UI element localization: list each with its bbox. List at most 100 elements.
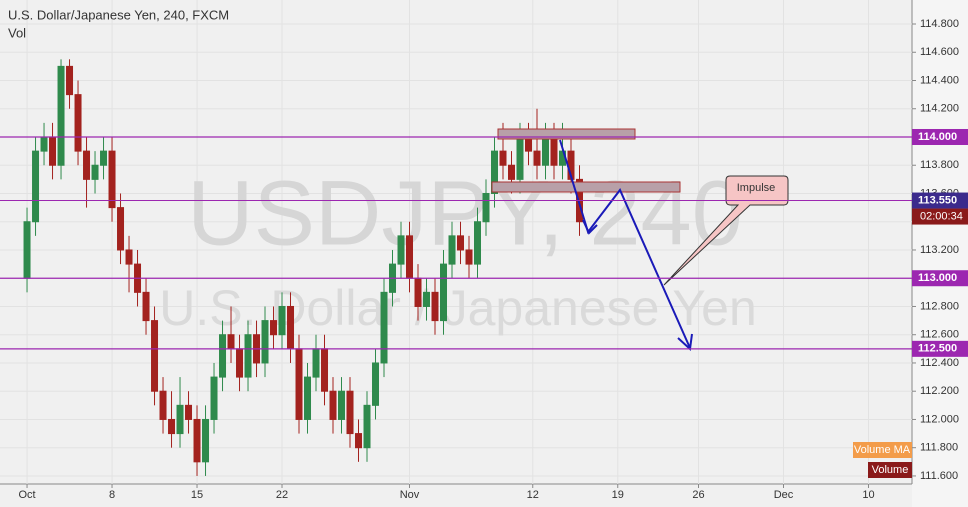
chart-title: U.S. Dollar/Japanese Yen, 240, FXCM [8, 7, 229, 22]
x-tick-label: 10 [862, 489, 874, 501]
candle-body [210, 376, 218, 420]
candle-body [363, 404, 371, 449]
zone [491, 181, 681, 193]
candle-body [261, 320, 269, 364]
x-tick-label: 22 [276, 489, 288, 501]
candle-body [278, 305, 286, 336]
y-tick-label: 111.800 [920, 442, 958, 454]
level-label: 114.000 [918, 131, 957, 143]
candle-body [100, 150, 108, 166]
candle-body [423, 291, 431, 307]
candle-body [270, 320, 278, 336]
candle-body [83, 150, 91, 180]
candle-body [142, 291, 150, 322]
x-tick-label: Nov [400, 489, 420, 501]
candle-body [236, 348, 244, 378]
candle-body [499, 150, 507, 166]
candle-body [533, 150, 541, 166]
candle-body [219, 334, 227, 378]
candle-body [321, 348, 329, 392]
y-tick-label: 113.800 [920, 159, 959, 171]
candle-body [516, 136, 524, 180]
candle-body [431, 291, 439, 322]
candle-body [202, 418, 210, 463]
candle-body [57, 65, 65, 166]
candle-body [406, 235, 414, 279]
legend-text: Volume MA [854, 444, 911, 456]
candle-body [542, 136, 550, 166]
candle-body [380, 291, 388, 364]
candle-body [176, 404, 184, 435]
countdown: 02:00:34 [920, 210, 963, 222]
candle-body [457, 235, 465, 251]
candle-body [338, 390, 346, 420]
candle-body [355, 433, 363, 449]
chart-subtitle: Vol [8, 25, 26, 40]
candle-body [346, 390, 354, 435]
candle-body [397, 235, 405, 265]
watermark-sub: U.S. Dollar / Japanese Yen [159, 280, 757, 336]
y-tick-label: 114.200 [920, 103, 959, 115]
candle-body [508, 164, 516, 180]
zone [497, 128, 636, 140]
candle-body [474, 221, 482, 265]
candle-body [49, 136, 57, 166]
candle-body [159, 390, 167, 420]
x-tick-label: Dec [774, 489, 794, 501]
candle-body [117, 207, 125, 251]
candle-body [244, 334, 252, 378]
candle-body [91, 164, 99, 180]
price-axis-bg [912, 0, 968, 507]
candle-body [193, 418, 201, 463]
candle-body [372, 362, 380, 406]
y-tick-label: 114.600 [920, 46, 959, 58]
candle-body [295, 348, 303, 420]
callout [663, 175, 789, 286]
level-label: 112.500 [918, 343, 957, 355]
y-tick-label: 111.600 [920, 470, 958, 482]
watermark: USDJPY, 240 [187, 162, 743, 264]
candle-body [66, 65, 74, 96]
y-tick-label: 112.200 [920, 385, 959, 397]
candle-body [448, 235, 456, 265]
candle-body [125, 249, 133, 265]
candle-body [227, 334, 235, 350]
level-tag [912, 270, 968, 287]
candle-body [151, 320, 159, 392]
candle-body [312, 348, 320, 378]
y-tick-label: 113.200 [920, 244, 959, 256]
candle-body [40, 136, 48, 152]
candle-body [74, 94, 82, 152]
candle-body [304, 376, 312, 420]
legend-box [853, 442, 912, 458]
candle-body [108, 150, 116, 209]
candle-body [185, 404, 193, 420]
candle-body [287, 305, 295, 350]
y-tick-label: 112.000 [920, 413, 959, 425]
y-tick-label: 112.600 [920, 329, 959, 341]
candles [23, 59, 583, 476]
y-tick-label: 114.400 [920, 74, 959, 86]
candle-body [329, 390, 337, 420]
candle-body [23, 221, 31, 279]
legend-box [868, 462, 912, 478]
y-tick-label: 114.800 [920, 18, 959, 30]
candle-body [440, 263, 448, 322]
x-tick-label: 8 [109, 489, 115, 501]
x-tick-label: 15 [191, 489, 203, 501]
candle-body [550, 136, 558, 166]
level-tag [912, 128, 968, 145]
y-tick-label: 112.400 [920, 357, 959, 369]
last-price-label: 113.550 [918, 194, 957, 206]
y-tick-label: 112.800 [920, 300, 959, 312]
x-tick-label: Oct [18, 489, 35, 501]
last-price-tag [912, 192, 968, 209]
countdown-tag [912, 208, 968, 225]
candle-body [414, 277, 422, 307]
candle-body [491, 150, 499, 194]
level-tag [912, 340, 968, 357]
arrow-head [582, 219, 598, 235]
